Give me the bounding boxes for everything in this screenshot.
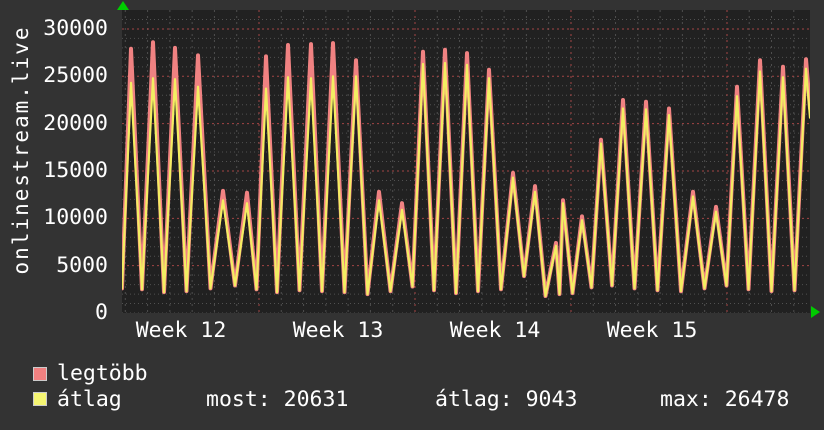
legend-label-legtobb: legtöbb [57, 361, 148, 386]
y-tick-label: 5000 [56, 252, 108, 278]
legend-swatch-atlag [33, 392, 47, 406]
stat-most: most: 20631 [206, 387, 349, 412]
y-tick-label: 15000 [43, 157, 108, 183]
x-axis-arrow-icon [811, 306, 820, 318]
legend-label-atlag: átlag [57, 387, 122, 412]
x-tick-label: Week 14 [449, 318, 541, 343]
plot-area [120, 10, 812, 314]
x-tick-label: Week 15 [606, 318, 698, 343]
legend-swatch-legtobb [33, 367, 47, 381]
y-axis-arrow-icon [117, 1, 129, 10]
stat-max: max: 26478 [660, 387, 790, 412]
stat-atlag: átlag: 9043 [435, 387, 578, 412]
series-átlag [120, 61, 812, 298]
y-tick-label: 0 [95, 300, 108, 325]
x-tick-label: Week 12 [135, 318, 227, 343]
y-tick-label: 20000 [43, 110, 108, 136]
y-tick-label: 10000 [43, 205, 108, 231]
y-tick-label: 30000 [43, 15, 108, 41]
y-tick-label: 25000 [43, 63, 108, 89]
x-tick-label: Week 13 [292, 318, 384, 343]
